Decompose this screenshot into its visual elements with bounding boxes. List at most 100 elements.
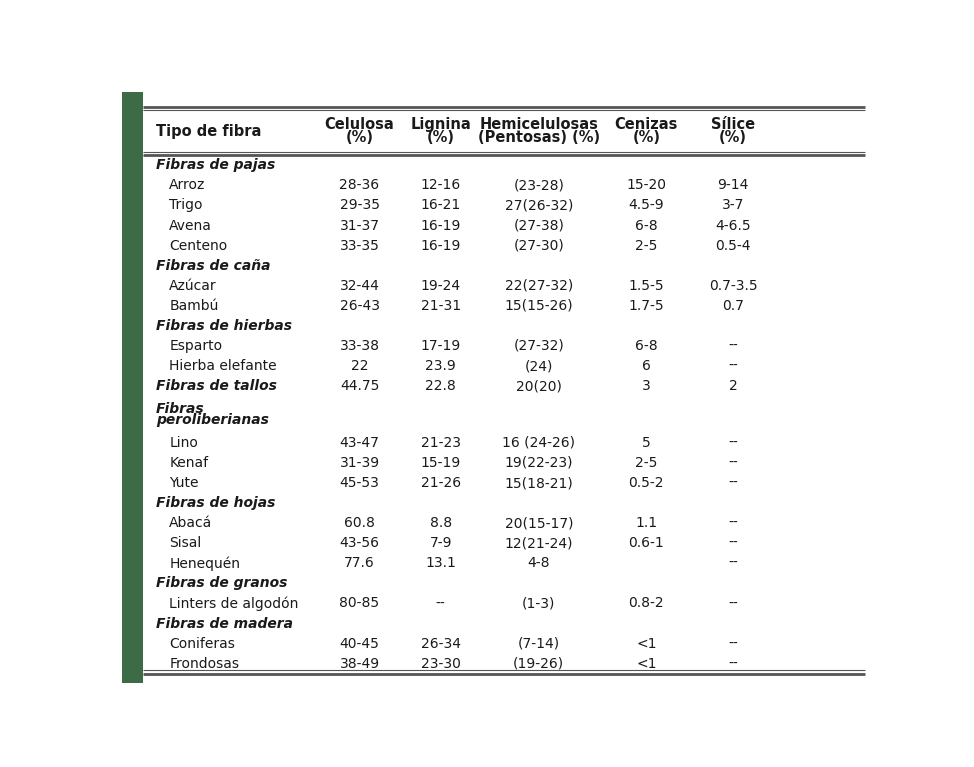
Text: 13.1: 13.1 — [426, 556, 456, 571]
Text: 23-30: 23-30 — [421, 657, 461, 670]
Text: 4-6.5: 4-6.5 — [715, 219, 751, 232]
Text: (19-26): (19-26) — [513, 657, 564, 670]
Text: --: -- — [729, 339, 738, 353]
Text: --: -- — [729, 516, 738, 530]
Text: 4-8: 4-8 — [528, 556, 550, 571]
Text: Kenaf: Kenaf — [169, 456, 208, 470]
Text: Henequén: Henequén — [169, 556, 241, 571]
Text: 16 (24-26): 16 (24-26) — [503, 436, 576, 450]
Text: --: -- — [729, 476, 738, 490]
Text: 16-21: 16-21 — [421, 199, 461, 212]
Text: (Pentosas) (%): (Pentosas) (%) — [477, 130, 600, 145]
Text: 4.5-9: 4.5-9 — [628, 199, 664, 212]
Text: 2-5: 2-5 — [635, 239, 657, 252]
Text: 19-24: 19-24 — [421, 278, 461, 293]
Text: 38-49: 38-49 — [340, 657, 380, 670]
Text: 22.8: 22.8 — [426, 379, 456, 393]
Text: 5: 5 — [642, 436, 651, 450]
Text: Lino: Lino — [169, 436, 198, 450]
Text: (1-3): (1-3) — [522, 597, 555, 611]
Text: Fibras: Fibras — [156, 402, 205, 416]
Text: Avena: Avena — [169, 219, 212, 232]
Text: 7-9: 7-9 — [430, 536, 452, 550]
Text: <1: <1 — [636, 637, 656, 650]
Text: 6: 6 — [642, 359, 651, 373]
Text: 27(26-32): 27(26-32) — [505, 199, 573, 212]
Text: 31-37: 31-37 — [340, 219, 380, 232]
Text: 0.5-2: 0.5-2 — [628, 476, 664, 490]
Text: 40-45: 40-45 — [340, 637, 380, 650]
Text: 15-20: 15-20 — [626, 179, 666, 193]
Text: 8.8: 8.8 — [430, 516, 452, 530]
Text: Hemicelulosas: Hemicelulosas — [479, 117, 598, 132]
Text: Bambú: Bambú — [169, 299, 219, 313]
Text: Cenizas: Cenizas — [615, 117, 678, 132]
Text: 26-43: 26-43 — [340, 299, 380, 313]
Text: 16-19: 16-19 — [421, 219, 461, 232]
Text: Frondosas: Frondosas — [169, 657, 240, 670]
Text: (27-30): (27-30) — [513, 239, 564, 252]
Text: Sisal: Sisal — [169, 536, 202, 550]
Text: Fibras de hojas: Fibras de hojas — [156, 496, 275, 510]
Text: Fibras de hierbas: Fibras de hierbas — [156, 319, 292, 333]
Text: Fibras de pajas: Fibras de pajas — [156, 158, 275, 173]
Text: 29-35: 29-35 — [340, 199, 380, 212]
Text: 2: 2 — [729, 379, 737, 393]
Text: 45-53: 45-53 — [340, 476, 380, 490]
Text: Trigo: Trigo — [169, 199, 203, 212]
Text: 9-14: 9-14 — [718, 179, 749, 193]
Text: --: -- — [729, 536, 738, 550]
Text: (%): (%) — [719, 130, 747, 145]
Text: 1.7-5: 1.7-5 — [628, 299, 664, 313]
Text: 33-38: 33-38 — [340, 339, 380, 353]
Text: Arroz: Arroz — [169, 179, 206, 193]
Text: 0.6-1: 0.6-1 — [628, 536, 664, 550]
Text: Abacá: Abacá — [169, 516, 212, 530]
Text: Tipo de fibra: Tipo de fibra — [156, 123, 261, 139]
Text: Fibras de tallos: Fibras de tallos — [156, 379, 277, 393]
Text: Lignina: Lignina — [410, 117, 471, 132]
Text: 6-8: 6-8 — [635, 339, 657, 353]
Text: 31-39: 31-39 — [340, 456, 380, 470]
Text: (%): (%) — [346, 130, 373, 145]
Text: Yute: Yute — [169, 476, 199, 490]
Text: 80-85: 80-85 — [340, 597, 380, 611]
Text: (7-14): (7-14) — [518, 637, 560, 650]
Text: 6-8: 6-8 — [635, 219, 657, 232]
Bar — [122, 92, 143, 683]
Text: 15(18-21): 15(18-21) — [505, 476, 573, 490]
Text: (27-32): (27-32) — [513, 339, 564, 353]
Text: 22: 22 — [351, 359, 368, 373]
Text: 0.5-4: 0.5-4 — [716, 239, 751, 252]
Text: Coniferas: Coniferas — [169, 637, 235, 650]
Text: 0.7-3.5: 0.7-3.5 — [709, 278, 758, 293]
Text: 19(22-23): 19(22-23) — [505, 456, 573, 470]
Text: 33-35: 33-35 — [340, 239, 380, 252]
Text: (%): (%) — [427, 130, 455, 145]
Text: 22(27-32): 22(27-32) — [505, 278, 573, 293]
Text: --: -- — [729, 597, 738, 611]
Text: --: -- — [729, 637, 738, 650]
Text: 12-16: 12-16 — [421, 179, 461, 193]
Text: 20(20): 20(20) — [516, 379, 562, 393]
Text: 60.8: 60.8 — [344, 516, 375, 530]
Text: Fibras de caña: Fibras de caña — [156, 258, 270, 273]
Text: (27-38): (27-38) — [513, 219, 564, 232]
Text: --: -- — [729, 556, 738, 571]
Text: Azúcar: Azúcar — [169, 278, 217, 293]
Text: 77.6: 77.6 — [344, 556, 375, 571]
Text: 15(15-26): 15(15-26) — [505, 299, 573, 313]
Text: (24): (24) — [525, 359, 553, 373]
Text: 2-5: 2-5 — [635, 456, 657, 470]
Text: Centeno: Centeno — [169, 239, 228, 252]
Text: 12(21-24): 12(21-24) — [505, 536, 573, 550]
Text: <1: <1 — [636, 657, 656, 670]
Text: --: -- — [729, 359, 738, 373]
Text: 43-56: 43-56 — [340, 536, 380, 550]
Text: Esparto: Esparto — [169, 339, 222, 353]
Text: Fibras de granos: Fibras de granos — [156, 577, 287, 591]
Text: 32-44: 32-44 — [340, 278, 380, 293]
Text: --: -- — [729, 657, 738, 670]
Text: 3-7: 3-7 — [722, 199, 744, 212]
Text: Sílice: Sílice — [711, 117, 755, 132]
